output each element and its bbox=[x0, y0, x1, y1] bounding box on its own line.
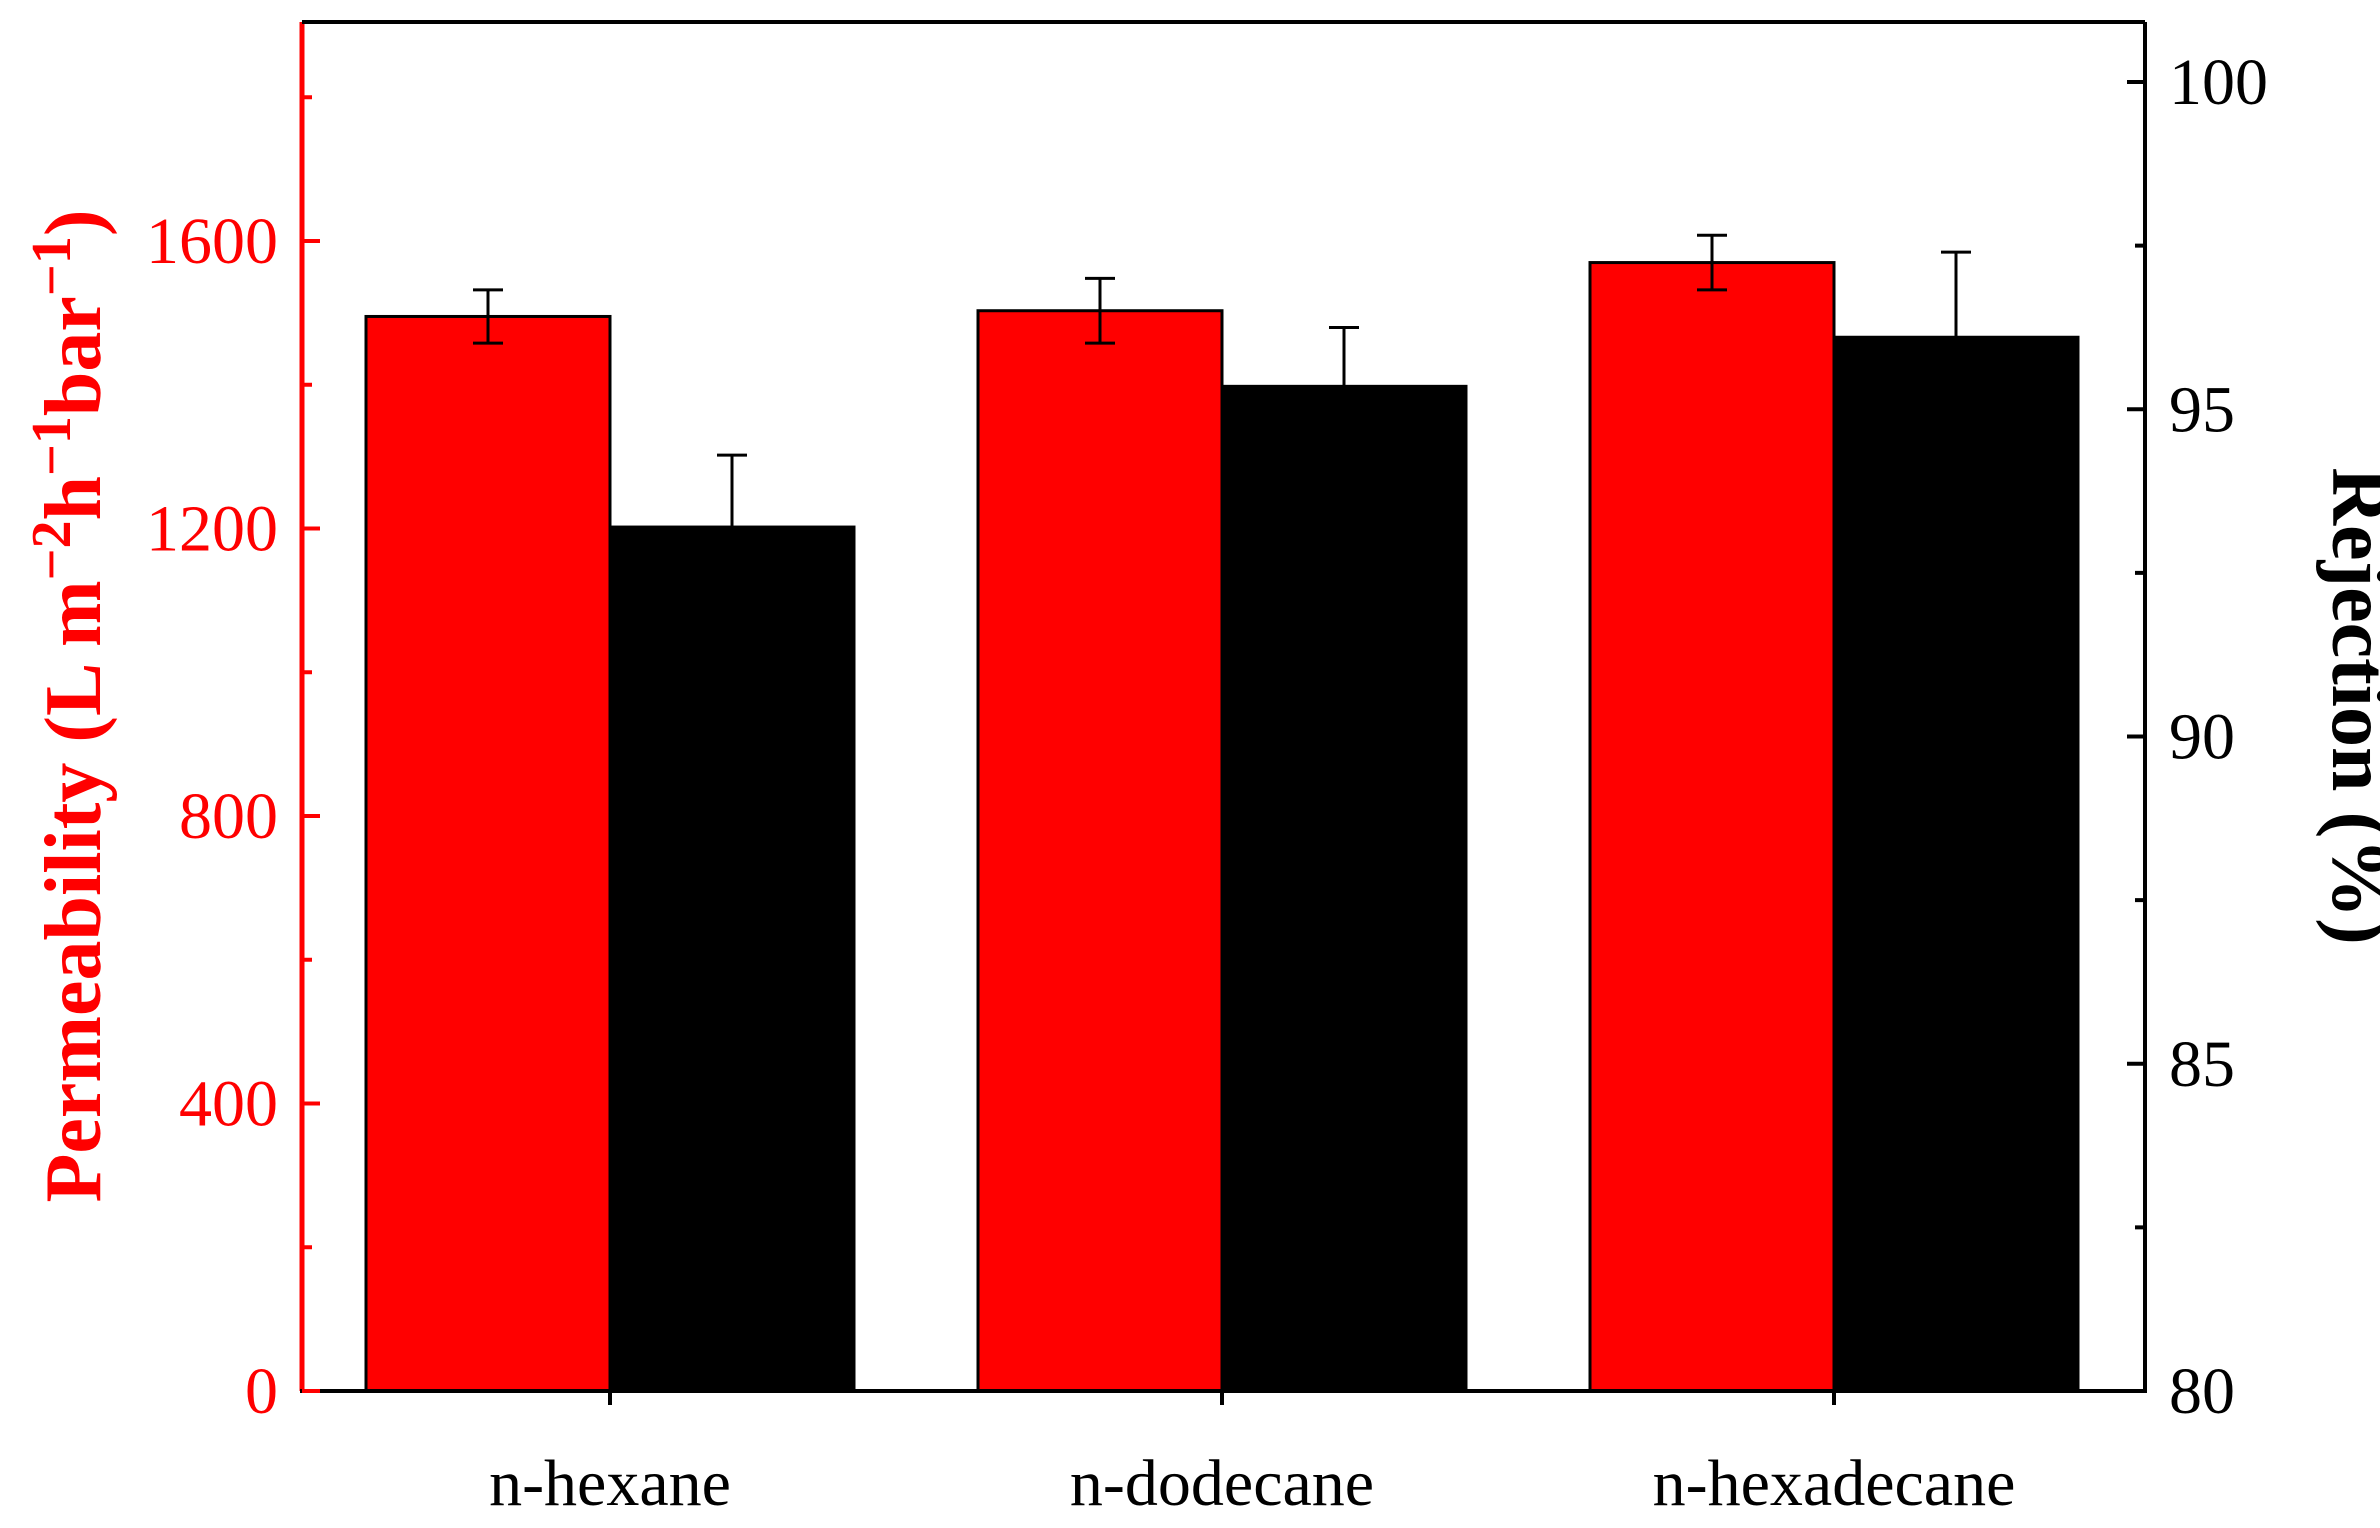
bar-permeability-n-dodecane bbox=[976, 309, 1224, 1393]
right-tick-label-90: 90 bbox=[2169, 701, 2235, 774]
category-label-n-hexadecane: n-hexadecane bbox=[1653, 1447, 2016, 1520]
bars-layer bbox=[364, 261, 2080, 1393]
left-axis-ticks: 0 400 800 1200 1600 bbox=[146, 95, 320, 1428]
left-axis-title-h: h bbox=[30, 476, 118, 521]
left-tick-label-1200: 1200 bbox=[146, 493, 278, 566]
bar-rejection-n-dodecane bbox=[1220, 384, 1468, 1393]
left-tick-label-800: 800 bbox=[179, 780, 278, 853]
left-tick-label-400: 400 bbox=[179, 1068, 278, 1141]
right-tick-label-100: 100 bbox=[2169, 46, 2268, 119]
bar-permeability-n-hexadecane bbox=[1588, 261, 1836, 1393]
left-axis-title-main: Permeability (L m bbox=[30, 580, 118, 1202]
error-bars-layer bbox=[473, 233, 1971, 528]
left-tick-label-1600: 1600 bbox=[146, 205, 278, 278]
left-tick-label-0: 0 bbox=[245, 1355, 278, 1428]
right-tick-label-95: 95 bbox=[2169, 373, 2235, 446]
right-tick-label-85: 85 bbox=[2169, 1028, 2235, 1101]
right-axis-ticks: 80 85 90 95 100 bbox=[2127, 46, 2268, 1428]
left-axis-title-sup1: −2 bbox=[21, 520, 83, 580]
category-label-n-dodecane: n-dodecane bbox=[1070, 1447, 1374, 1520]
bar-rejection-n-hexadecane bbox=[1832, 335, 2080, 1393]
left-axis-title-sup3: −1 bbox=[21, 236, 83, 296]
left-axis-title-end: ) bbox=[30, 210, 118, 237]
right-axis-title: Rejection (%) bbox=[2315, 467, 2380, 945]
category-labels: n-hexane n-dodecane n-hexadecane bbox=[489, 1391, 2015, 1520]
left-axis-title: Permeability (L m−2h−1bar−1) bbox=[21, 210, 118, 1203]
left-axis-title-sup2: −1 bbox=[21, 416, 83, 476]
bar-rejection-n-hexane bbox=[608, 525, 856, 1393]
right-tick-label-80: 80 bbox=[2169, 1355, 2235, 1428]
left-axis-title-bar: bar bbox=[30, 296, 118, 416]
bar-permeability-n-hexane bbox=[364, 314, 612, 1393]
category-label-n-hexane: n-hexane bbox=[489, 1447, 731, 1520]
